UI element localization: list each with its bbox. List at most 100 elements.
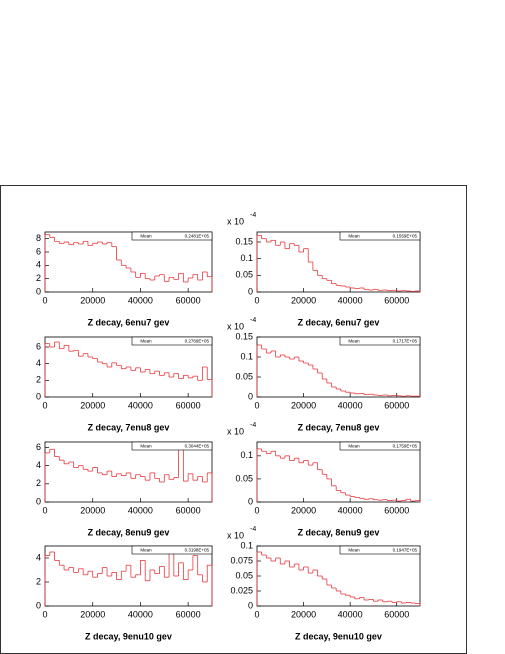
- axis-exponent: -4: [250, 526, 256, 533]
- plot-frame: [256, 441, 421, 503]
- stats-label: Mean: [348, 339, 360, 344]
- y-tick-label: 0.15: [235, 331, 253, 341]
- y-tick-label: 0.1: [240, 253, 253, 263]
- y-tick-label: 0: [248, 600, 253, 610]
- stats-label: Mean: [348, 234, 360, 239]
- x-tick-label: 20000: [80, 295, 105, 305]
- y-tick-label: 0: [248, 496, 253, 506]
- stats-box: [339, 441, 421, 451]
- x-tick-label: 20000: [80, 505, 105, 515]
- y-tick-label: 0: [248, 391, 253, 401]
- stats-value: 0.1717E+05: [393, 339, 418, 344]
- axis-exponent: -4: [250, 317, 256, 324]
- plot-frame: [44, 545, 213, 607]
- x-tick-label: 40000: [338, 609, 363, 619]
- y-tick-label: 4: [36, 260, 41, 270]
- chart-title: Z decay, 6enu7 gev: [88, 317, 170, 327]
- stats-box: [131, 231, 213, 241]
- x-tick-label: 60000: [384, 400, 409, 410]
- y-tick-label: 0.15: [235, 236, 253, 246]
- stats-value: 0.2769E+05: [185, 339, 210, 344]
- stats-box: [339, 336, 421, 346]
- y-tick-label: 0: [36, 286, 41, 296]
- y-tick-label: 6: [36, 246, 41, 256]
- x-tick-label: 20000: [80, 400, 105, 410]
- y-tick-label: 0.05: [235, 270, 253, 280]
- x-tick-label: 0: [254, 400, 259, 410]
- y-tick-label: 6: [36, 442, 41, 452]
- x-tick-label: 40000: [128, 505, 153, 515]
- y-tick-label: 2: [36, 576, 41, 586]
- y-tick-label: 4: [36, 460, 41, 470]
- x-tick-label: 60000: [384, 609, 409, 619]
- y-tick-label: 0: [248, 286, 253, 296]
- stats-box: [131, 336, 213, 346]
- chart-title: Z decay, 8enu9 gev: [298, 527, 380, 537]
- stats-label: Mean: [140, 548, 152, 553]
- y-tick-label: 0.025: [230, 585, 253, 595]
- x-tick-label: 20000: [291, 400, 316, 410]
- stats-box: [131, 441, 213, 451]
- stats-label: Mean: [348, 444, 360, 449]
- axis-exponent: -4: [250, 212, 256, 219]
- x-tick-label: 0: [254, 295, 259, 305]
- x-tick-label: 40000: [338, 295, 363, 305]
- x-tick-label: 0: [42, 609, 47, 619]
- axis-multiplier: x 10: [227, 321, 244, 331]
- x-tick-label: 20000: [291, 295, 316, 305]
- x-tick-label: 0: [254, 505, 259, 515]
- y-tick-label: 0: [36, 600, 41, 610]
- axis-multiplier: x 10: [227, 426, 244, 436]
- plot-frame: [256, 231, 421, 293]
- y-tick-label: 4: [36, 552, 41, 562]
- chart-title: Z decay, 7enu8 gev: [298, 422, 380, 432]
- plot-frame: [256, 545, 421, 607]
- plot-frame: [44, 231, 213, 293]
- x-tick-label: 60000: [176, 400, 201, 410]
- stats-value: 0.2481E+05: [185, 234, 210, 239]
- stats-value: 0.3044E+05: [185, 444, 210, 449]
- x-tick-label: 60000: [176, 295, 201, 305]
- y-tick-label: 4: [36, 358, 41, 368]
- chart-title: Z decay, 6enu7 gev: [298, 317, 380, 327]
- stats-box: [131, 545, 213, 555]
- stats-value: 0.3198E+05: [185, 548, 210, 553]
- y-tick-label: 6: [36, 341, 41, 351]
- x-tick-label: 40000: [338, 505, 363, 515]
- x-tick-label: 40000: [128, 609, 153, 619]
- y-tick-label: 8: [36, 233, 41, 243]
- stats-label: Mean: [140, 234, 152, 239]
- x-tick-label: 40000: [128, 295, 153, 305]
- y-tick-label: 0.1: [240, 540, 253, 550]
- x-tick-label: 40000: [338, 400, 363, 410]
- x-tick-label: 20000: [291, 505, 316, 515]
- plot-frame: [256, 336, 421, 398]
- x-tick-label: 0: [254, 609, 259, 619]
- x-tick-label: 60000: [384, 505, 409, 515]
- y-tick-label: 0.1: [240, 351, 253, 361]
- y-tick-label: 0: [36, 391, 41, 401]
- stats-label: Mean: [140, 444, 152, 449]
- y-tick-label: 0.05: [235, 371, 253, 381]
- y-tick-label: 2: [36, 273, 41, 283]
- y-tick-label: 2: [36, 375, 41, 385]
- canvas-frame: [0, 185, 467, 654]
- chart-title: Z decay, 8enu9 gev: [88, 527, 170, 537]
- stats-label: Mean: [140, 339, 152, 344]
- axis-exponent: -4: [250, 422, 256, 429]
- x-tick-label: 0: [42, 295, 47, 305]
- stats-value: 0.1947E+05: [393, 548, 418, 553]
- stats-value: 0.1559E+05: [393, 234, 418, 239]
- x-tick-label: 20000: [291, 609, 316, 619]
- chart-title: Z decay, 7enu8 gev: [88, 422, 170, 432]
- x-tick-label: 20000: [80, 609, 105, 619]
- axis-multiplier: x 10: [227, 216, 244, 226]
- chart-title: Z decay, 9enu10 gev: [85, 631, 172, 641]
- x-tick-label: 0: [42, 400, 47, 410]
- stats-value: 0.1759E+05: [393, 444, 418, 449]
- x-tick-label: 0: [42, 505, 47, 515]
- x-tick-label: 60000: [384, 295, 409, 305]
- x-tick-label: 60000: [176, 609, 201, 619]
- y-tick-label: 0.1: [240, 450, 253, 460]
